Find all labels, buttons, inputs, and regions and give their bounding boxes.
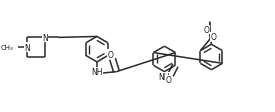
Text: O: O: [204, 26, 210, 35]
Text: O: O: [108, 50, 114, 59]
Text: NH: NH: [159, 72, 170, 81]
Text: O: O: [210, 33, 216, 42]
Text: NH: NH: [91, 68, 103, 76]
Text: O: O: [166, 76, 172, 85]
Text: N: N: [42, 34, 48, 43]
Text: N: N: [24, 43, 30, 52]
Text: CH₃: CH₃: [1, 45, 14, 51]
